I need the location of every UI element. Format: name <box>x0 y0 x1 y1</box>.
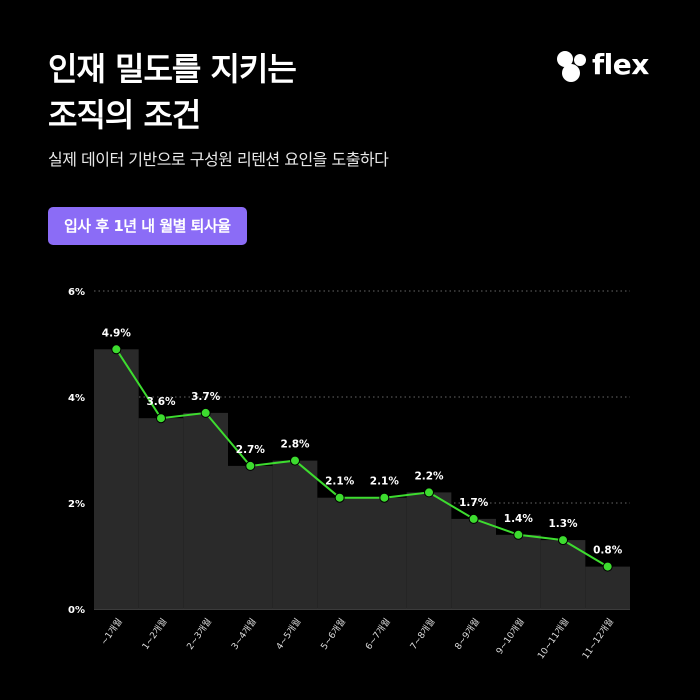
data-label: 1.7% <box>459 497 489 509</box>
bar <box>272 460 318 609</box>
brand-name: flex <box>592 48 649 81</box>
subtitle: 실제 데이터 기반으로 구성원 리텐션 요인을 도출하다 <box>48 150 389 169</box>
data-point <box>111 344 122 355</box>
x-tick-label: 6~7개월 <box>363 616 393 652</box>
data-point <box>290 455 300 466</box>
data-point <box>468 513 479 524</box>
bar <box>228 465 273 609</box>
data-label: 4.9% <box>102 327 132 339</box>
x-tick-label: 10~11개월 <box>535 616 572 661</box>
bar <box>183 412 228 609</box>
flex-logo-icon <box>557 51 586 82</box>
bar <box>362 497 407 609</box>
data-label: 3.7% <box>191 391 221 403</box>
x-tick-label: 8~9개월 <box>452 616 482 652</box>
data-point <box>156 413 166 424</box>
data-label: 0.8% <box>593 545 623 557</box>
brand-logo: flex <box>556 48 656 86</box>
x-tick-label: 7~8개월 <box>407 616 437 652</box>
data-point <box>513 529 524 540</box>
x-tick-label: 11~12개월 <box>579 616 616 661</box>
data-point <box>334 492 345 503</box>
series-line <box>115 348 609 568</box>
bar <box>496 534 541 609</box>
chart-title-badge: 입사 후 1년 내 월별 퇴사율 <box>48 207 247 245</box>
title-line-1: 인재 밀도를 지키는 <box>48 50 297 88</box>
data-label: 2.7% <box>236 444 266 456</box>
title-line-2: 조직의 조건 <box>48 96 201 134</box>
data-label: 2.2% <box>414 470 444 482</box>
y-tick-label: 6% <box>68 287 85 298</box>
x-tick-label: ~1개월 <box>98 616 125 647</box>
bar <box>540 540 586 609</box>
page-title: 인재 밀도를 지키는 조직의 조건 <box>48 46 297 138</box>
data-point <box>558 535 568 546</box>
data-point <box>424 487 434 498</box>
y-tick-label: 4% <box>68 393 85 404</box>
bar <box>94 349 139 609</box>
data-label: 3.6% <box>146 396 176 408</box>
data-point <box>602 561 613 572</box>
data-label: 1.4% <box>504 513 534 525</box>
x-tick-label: 3~4개월 <box>229 616 259 652</box>
x-tick-label: 2~3개월 <box>184 616 214 652</box>
x-tick-label: 5~6개월 <box>318 616 348 652</box>
data-label: 2.1% <box>325 476 355 488</box>
bar <box>317 497 362 609</box>
bar <box>138 418 184 609</box>
bar <box>451 518 496 609</box>
data-point <box>379 492 390 503</box>
bar <box>406 492 452 609</box>
data-point <box>200 407 211 418</box>
bar <box>585 566 630 609</box>
data-label: 2.8% <box>280 439 310 451</box>
x-tick-label: 4~5개월 <box>273 616 303 652</box>
x-tick-label: 1~2개월 <box>139 616 169 652</box>
x-tick-label: 9~10개월 <box>493 616 527 657</box>
data-label: 2.1% <box>370 476 400 488</box>
y-tick-label: 0% <box>68 605 85 616</box>
data-label: 1.3% <box>548 518 578 530</box>
data-point <box>245 460 256 471</box>
y-tick-label: 2% <box>68 499 85 510</box>
